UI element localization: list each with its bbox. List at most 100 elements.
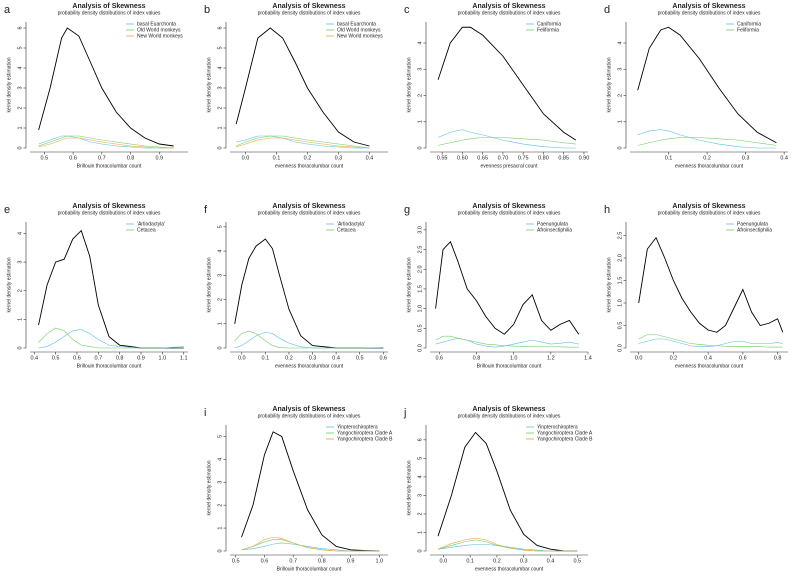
chart-title: Analysis of Skewness bbox=[472, 203, 545, 210]
x-tick-label: 0.2 bbox=[304, 155, 312, 161]
chart-subtitle: probability density distributions of ind… bbox=[458, 413, 561, 419]
y-tick-label: 1.5 bbox=[617, 277, 623, 285]
panel-label: f bbox=[204, 204, 208, 216]
x-tick-label: 0.5 bbox=[52, 355, 60, 361]
legend-label: Old World monkeys bbox=[137, 27, 181, 33]
x-tick-label: 0.0 bbox=[238, 355, 246, 361]
y-tick-label: 4 bbox=[217, 66, 223, 69]
y-tick-label: 4 bbox=[217, 458, 223, 461]
y-tick-label: 2 bbox=[217, 298, 223, 301]
density-line bbox=[236, 135, 370, 149]
y-tick-label: 6 bbox=[417, 438, 423, 441]
y-tick-label: 3 bbox=[417, 494, 423, 497]
x-tick-label: 0.3 bbox=[742, 155, 750, 161]
y-tick-label: 2 bbox=[417, 512, 423, 515]
x-tick-label: 0.5 bbox=[41, 155, 49, 161]
y-tick-label: 0 bbox=[417, 146, 423, 149]
panel-label: e bbox=[4, 204, 10, 216]
x-tick-label: 0.2 bbox=[703, 155, 711, 161]
legend-label: Feliformia bbox=[537, 27, 559, 33]
y-tick-label: 3 bbox=[217, 481, 223, 484]
x-tick-label: 0.1 bbox=[466, 558, 474, 564]
x-tick-label: 0.6 bbox=[739, 355, 747, 361]
density-line bbox=[236, 135, 370, 149]
x-axis-label: Brillouin thoracolumbar count bbox=[477, 363, 542, 369]
x-axis-label: Brillouin thoracolumbar count bbox=[277, 566, 342, 572]
y-tick-label: 2 bbox=[617, 94, 623, 97]
density-line bbox=[438, 137, 576, 146]
legend-label: Caniformia bbox=[537, 21, 561, 27]
panel-label: d bbox=[604, 4, 610, 16]
y-tick-label: 2 bbox=[17, 289, 23, 292]
y-axis-label: kernel density estimation bbox=[206, 460, 212, 515]
chart-subtitle: probability density distributions of ind… bbox=[258, 413, 361, 419]
chart-title: Analysis of Skewness bbox=[272, 3, 345, 10]
y-tick-label: 5 bbox=[217, 435, 223, 438]
y-tick-label: 3 bbox=[217, 86, 223, 89]
x-axis-label: evenness thoracolumbar count bbox=[675, 163, 744, 169]
chart-title: Analysis of Skewness bbox=[272, 203, 345, 210]
density-line bbox=[637, 137, 777, 146]
x-axis-label: evenness presacral count bbox=[481, 163, 539, 169]
y-tick-label: 1 bbox=[217, 126, 223, 129]
density-line bbox=[38, 327, 184, 349]
y-tick-label: 5 bbox=[217, 46, 223, 49]
y-tick-label: 0 bbox=[217, 549, 223, 552]
chart-subtitle: probability density distributions of ind… bbox=[58, 210, 161, 216]
legend-label: Yangochiroptera Clade A bbox=[537, 430, 593, 436]
y-tick-label: 2 bbox=[17, 106, 23, 109]
y-tick-label: 4 bbox=[417, 475, 423, 478]
y-tick-label: 0.0 bbox=[417, 344, 423, 352]
chart-subtitle: probability density distributions of ind… bbox=[658, 210, 761, 216]
panel-label: a bbox=[4, 4, 11, 16]
y-axis-label: kernel density estimation bbox=[406, 257, 412, 312]
y-tick-label: 3 bbox=[17, 86, 23, 89]
density-line bbox=[435, 240, 580, 335]
chart-title: Analysis of Skewness bbox=[672, 203, 745, 210]
chart-title: Analysis of Skewness bbox=[272, 406, 345, 413]
y-tick-label: 1.0 bbox=[617, 299, 623, 307]
y-axis-label: kernel density estimation bbox=[6, 257, 12, 312]
density-line bbox=[435, 337, 579, 348]
chart-subtitle: probability density distributions of ind… bbox=[458, 10, 561, 16]
chart-title: Analysis of Skewness bbox=[672, 3, 745, 10]
x-tick-label: 0.9 bbox=[155, 155, 163, 161]
x-axis-label: Brillouin thoracolumbar count bbox=[77, 163, 142, 169]
x-tick-label: 0.8 bbox=[473, 355, 481, 361]
density-line bbox=[38, 135, 174, 149]
y-tick-label: 0 bbox=[417, 549, 423, 552]
density-line bbox=[638, 334, 783, 348]
x-tick-label: 0.0 bbox=[242, 155, 250, 161]
legend-label: Paenungulata bbox=[737, 221, 768, 227]
y-tick-label: 1 bbox=[17, 126, 23, 129]
legend-label: New World monkeys bbox=[337, 33, 383, 39]
x-tick-label: 0.3 bbox=[520, 558, 528, 564]
y-tick-label: 4 bbox=[217, 250, 223, 253]
y-tick-label: 5 bbox=[17, 46, 23, 49]
x-tick-label: 0.1 bbox=[665, 155, 673, 161]
y-tick-label: 1 bbox=[217, 527, 223, 530]
panel-label: g bbox=[404, 204, 410, 216]
x-tick-label: 0.5 bbox=[232, 558, 240, 564]
density-line bbox=[236, 137, 370, 149]
x-axis-label: Brillouin thoracolumbar count bbox=[77, 363, 142, 369]
legend-label: Cetacea bbox=[137, 227, 156, 233]
chart-subtitle: probability density distributions of ind… bbox=[458, 210, 561, 216]
y-tick-label: 2.5 bbox=[417, 246, 423, 254]
chart-subtitle: probability density distributions of ind… bbox=[258, 210, 361, 216]
y-tick-label: 2.0 bbox=[617, 254, 623, 262]
density-line bbox=[638, 338, 783, 347]
chart-title: Analysis of Skewness bbox=[72, 3, 145, 10]
y-tick-label: 4 bbox=[17, 232, 23, 235]
x-tick-label: 1.0 bbox=[376, 558, 384, 564]
x-tick-label: 0.65 bbox=[477, 155, 488, 161]
x-axis-label: evenness thoracolumbar count bbox=[475, 566, 544, 572]
x-tick-label: 1.4 bbox=[584, 355, 592, 361]
x-tick-label: 0.2 bbox=[285, 355, 293, 361]
density-line bbox=[241, 536, 380, 552]
density-line bbox=[38, 27, 174, 147]
density-line bbox=[637, 26, 777, 144]
y-tick-label: 0 bbox=[217, 146, 223, 149]
y-tick-label: 1 bbox=[17, 318, 23, 321]
x-tick-label: 0.5 bbox=[573, 558, 581, 564]
